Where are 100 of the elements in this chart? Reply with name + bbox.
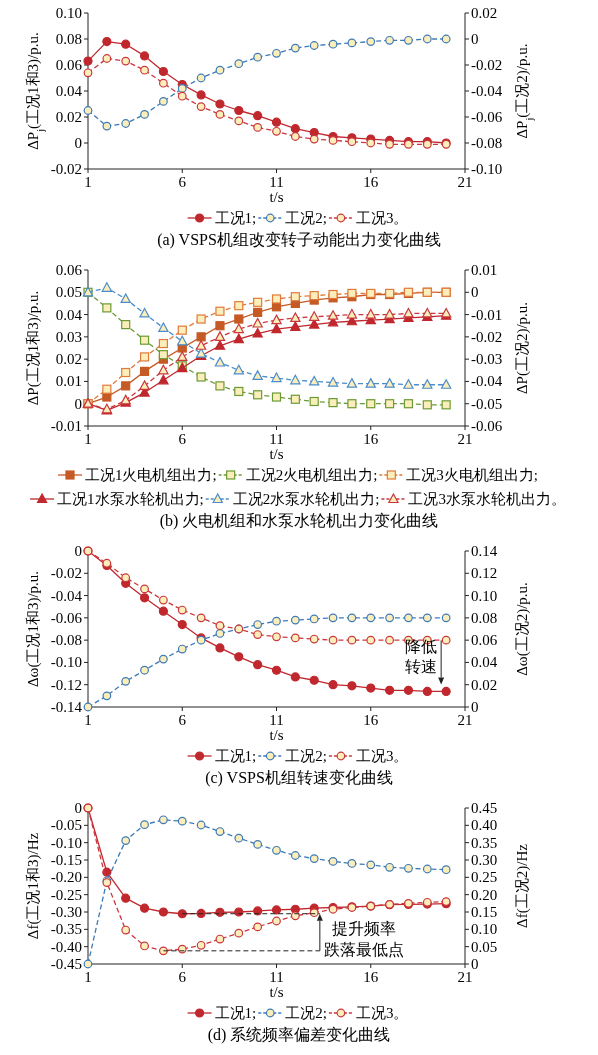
y2-tick-label: 0.30 bbox=[471, 852, 498, 868]
y2-tick-label: -0.10 bbox=[471, 161, 503, 177]
x-tick-label: 16 bbox=[363, 431, 379, 447]
y2-tick-label: -0.04 bbox=[471, 373, 503, 390]
legend-label: 工况2; bbox=[285, 748, 327, 764]
y2-tick-label: 0 bbox=[471, 699, 479, 715]
y-tick-label: -0.12 bbox=[50, 676, 82, 693]
legend-label: 工况2火电机组出力; bbox=[245, 467, 378, 483]
y2-tick-label: -0.08 bbox=[471, 135, 503, 151]
x-tick-label: 21 bbox=[457, 431, 473, 447]
y2-tick-label: 0 bbox=[471, 284, 479, 301]
y-tick-label: -0.01 bbox=[50, 418, 82, 434]
x-tick-label: 11 bbox=[269, 969, 284, 985]
legend-label: 工况3。 bbox=[355, 748, 409, 764]
x-tick-label: 16 bbox=[363, 174, 379, 190]
x-tick-label: 11 bbox=[269, 712, 284, 728]
y2-tick-label: -0.06 bbox=[471, 418, 503, 434]
y2-tick-label: 0.12 bbox=[471, 565, 498, 582]
y-tick-label: 0 bbox=[74, 543, 82, 559]
y2-tick-label: -0.04 bbox=[471, 83, 503, 99]
y-tick-label: 0.02 bbox=[55, 109, 82, 125]
x-tick-label: 1 bbox=[84, 969, 92, 985]
x-tick-label: 1 bbox=[84, 431, 92, 447]
y2-tick-label: 0.02 bbox=[471, 5, 498, 21]
y2-tick-label: -0.06 bbox=[471, 109, 503, 125]
y2-tick-label: 0.40 bbox=[471, 817, 498, 834]
annotation: 跌落最低点 bbox=[323, 940, 404, 958]
legend-label: 工况3。 bbox=[355, 210, 409, 226]
y2-tick-label: 0 bbox=[471, 31, 479, 47]
x-tick-label: 6 bbox=[178, 174, 187, 190]
y-tick-label: -0.04 bbox=[50, 587, 83, 604]
y-tick-label: -0.35 bbox=[50, 921, 82, 938]
x-axis-title: t/s bbox=[269, 189, 284, 205]
y-tick-label: 0 bbox=[74, 395, 82, 412]
y2-axis-title: ΔP(工况2)/p.u. bbox=[514, 301, 531, 395]
y2-tick-label: -0.05 bbox=[471, 395, 503, 412]
y2-tick-label: 0.10 bbox=[471, 587, 498, 604]
y-axis-title: Δω(工况1和3)/p.u. bbox=[25, 570, 42, 688]
annotation: 降低 bbox=[405, 638, 438, 656]
y2-tick-label: 0.10 bbox=[471, 921, 498, 938]
x-tick-label: 21 bbox=[457, 969, 473, 985]
legend-label: 工况2水泵水轮机出力; bbox=[232, 491, 380, 507]
x-tick-label: 6 bbox=[178, 431, 187, 447]
y-tick-label: 0.04 bbox=[55, 83, 83, 99]
x-tick-label: 16 bbox=[363, 969, 379, 985]
y-tick-label: 0.06 bbox=[55, 262, 83, 278]
legend-label: 工况2; bbox=[285, 1005, 327, 1021]
legend-label: 工况1; bbox=[214, 1005, 257, 1021]
y-tick-label: 0 bbox=[74, 800, 82, 816]
x-tick-label: 1 bbox=[84, 174, 92, 190]
y-tick-label: -0.06 bbox=[50, 609, 83, 626]
x-tick-label: 21 bbox=[457, 712, 473, 728]
y2-tick-label: 0.20 bbox=[471, 886, 498, 903]
y-axis-title: Δf(工况1和3)/Hz bbox=[25, 832, 42, 940]
x-axis-title: t/s bbox=[269, 727, 284, 743]
y2-tick-label: 0 bbox=[471, 956, 479, 972]
legend-label: 工况3。 bbox=[355, 1005, 409, 1021]
y2-tick-label: 0.04 bbox=[471, 654, 498, 671]
y-tick-label: -0.02 bbox=[50, 161, 82, 177]
y-tick-label: -0.20 bbox=[50, 869, 82, 886]
y-tick-label: 0.05 bbox=[55, 284, 82, 301]
y-tick-label: -0.02 bbox=[50, 565, 82, 582]
y-tick-label: -0.08 bbox=[50, 632, 82, 649]
y-tick-label: -0.14 bbox=[50, 699, 83, 715]
x-tick-label: 1 bbox=[84, 712, 92, 728]
x-tick-label: 16 bbox=[363, 712, 379, 728]
y-tick-label: 0.02 bbox=[55, 351, 82, 368]
legend-label: 工况1火电机组出力; bbox=[84, 467, 217, 483]
y2-tick-label: 0.01 bbox=[471, 262, 498, 278]
y-tick-label: -0.05 bbox=[50, 817, 82, 834]
x-tick-label: 11 bbox=[269, 174, 284, 190]
x-axis-title: t/s bbox=[269, 446, 284, 462]
y2-tick-label: 0.14 bbox=[471, 543, 498, 559]
y-tick-label: 0.04 bbox=[55, 306, 83, 323]
y-tick-label: -0.10 bbox=[50, 654, 82, 671]
y2-tick-label: 0.06 bbox=[471, 632, 498, 649]
y-tick-label: 0 bbox=[74, 135, 82, 151]
y-tick-label: 0.01 bbox=[55, 373, 82, 390]
annotation: 转速 bbox=[405, 658, 438, 676]
legend-label: 工况1; bbox=[214, 748, 257, 764]
y2-tick-label: -0.02 bbox=[471, 57, 503, 73]
y-tick-label: -0.10 bbox=[50, 834, 82, 851]
legend-label: 工况3火电机组出力; bbox=[406, 467, 539, 483]
text: (a) VSPS机组改变转子动能出力变化曲线 bbox=[157, 231, 441, 249]
legend-label: 工况2; bbox=[285, 210, 327, 226]
x-tick-label: 11 bbox=[269, 431, 284, 447]
y-tick-label: 0.03 bbox=[55, 328, 82, 345]
y2-tick-label: 0.15 bbox=[471, 904, 498, 920]
y2-tick-label: 0.02 bbox=[471, 676, 498, 693]
y2-tick-label: 0.35 bbox=[471, 834, 498, 851]
x-axis-title: t/s bbox=[269, 984, 284, 1000]
y-tick-label: -0.45 bbox=[50, 956, 82, 972]
y-axis-title: ΔP(工况1和3)/p.u. bbox=[25, 290, 42, 406]
text: (d) 系统频率偏差变化曲线 bbox=[207, 1026, 391, 1044]
y2-tick-label: -0.01 bbox=[471, 306, 503, 323]
y-tick-label: 0.06 bbox=[55, 57, 83, 73]
y2-tick-label: 0.08 bbox=[471, 609, 498, 626]
y2-tick-label: -0.02 bbox=[471, 328, 503, 345]
text: (b) 火电机组和水泵水轮机出力变化曲线 bbox=[159, 512, 439, 530]
y-tick-label: -0.15 bbox=[50, 852, 82, 868]
